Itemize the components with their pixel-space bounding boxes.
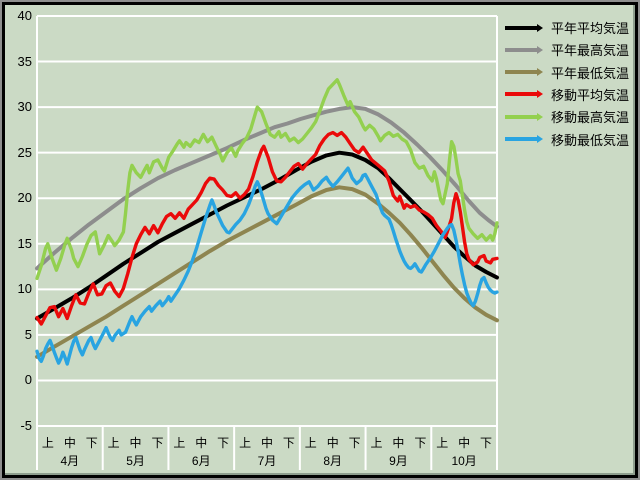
legend-label: 平年最低気温 bbox=[551, 65, 630, 81]
legend-item-moving-max: 移動最高気温 bbox=[505, 109, 630, 126]
legend-label: 移動最低気温 bbox=[551, 132, 630, 148]
x-third-label: 中 bbox=[326, 436, 339, 450]
x-third-label: 下 bbox=[414, 436, 427, 450]
x-month-label: 10月 bbox=[451, 454, 477, 468]
x-third-label: 上 bbox=[173, 436, 186, 450]
legend-arrow-icon bbox=[537, 45, 549, 54]
series-moving-min bbox=[35, 166, 499, 366]
x-month-label: 6月 bbox=[191, 454, 211, 468]
x-third-label: 中 bbox=[392, 436, 405, 450]
series-normal-max bbox=[35, 105, 499, 271]
y-tick-label: 35 bbox=[17, 53, 32, 69]
series-moving-max bbox=[35, 78, 499, 281]
x-third-label: 上 bbox=[304, 436, 317, 450]
y-tick-label: 10 bbox=[17, 281, 32, 297]
legend-line-sample bbox=[505, 137, 537, 141]
y-tick-label: 20 bbox=[17, 190, 32, 206]
legend-item-normal-avg: 平年平均気温 bbox=[505, 20, 630, 36]
legend-item-moving-avg: 移動平均気温 bbox=[505, 87, 630, 103]
legend-label: 平年最高気温 bbox=[551, 43, 630, 59]
legend-line-sample bbox=[505, 25, 537, 30]
x-third-label: 下 bbox=[85, 436, 98, 450]
x-third-label: 中 bbox=[260, 436, 273, 450]
x-third-label: 下 bbox=[282, 436, 295, 450]
y-tick-label: 25 bbox=[17, 144, 32, 160]
legend-label: 移動平均気温 bbox=[551, 87, 630, 103]
x-third-label: 上 bbox=[107, 436, 120, 450]
x-third-label: 上 bbox=[370, 436, 383, 450]
y-tick-label: 0 bbox=[24, 372, 32, 388]
legend-line-sample bbox=[505, 47, 537, 52]
legend-arrow-icon bbox=[537, 90, 549, 99]
legend-line-sample bbox=[505, 70, 537, 75]
x-third-label: 下 bbox=[348, 436, 361, 450]
legend-arrow-icon bbox=[537, 23, 549, 32]
x-third-label: 上 bbox=[41, 436, 54, 450]
series-moving-avg bbox=[35, 130, 499, 326]
x-third-label: 中 bbox=[63, 436, 76, 450]
y-tick-label: 5 bbox=[24, 326, 32, 342]
y-tick-label: -5 bbox=[20, 418, 32, 433]
legend-arrow-icon bbox=[537, 68, 549, 77]
y-tick-label: 30 bbox=[17, 99, 32, 115]
x-month-label: 8月 bbox=[323, 454, 343, 468]
x-third-label: 中 bbox=[129, 436, 142, 450]
x-month-label: 7月 bbox=[257, 454, 277, 468]
legend-arrow-icon bbox=[537, 112, 549, 121]
legend: 平年平均気温 平年最高気温 平年最低気温 移動平均気温 移動最高気温 移動最低気温 bbox=[505, 20, 637, 150]
x-month-label: 5月 bbox=[126, 454, 145, 468]
x-third-label: 上 bbox=[436, 436, 449, 450]
legend-item-normal-max: 平年最高気温 bbox=[505, 42, 630, 59]
legend-line-sample bbox=[505, 114, 537, 119]
x-third-label: 上 bbox=[239, 436, 252, 450]
y-tick-label: 40 bbox=[17, 8, 32, 23]
y-tick-label: 15 bbox=[17, 235, 32, 251]
x-third-label: 下 bbox=[480, 436, 493, 450]
series-normal-min bbox=[35, 185, 499, 359]
x-month-label: 4月 bbox=[60, 454, 80, 468]
x-third-label: 下 bbox=[217, 436, 230, 450]
legend-line-sample bbox=[505, 92, 537, 97]
legend-item-normal-min: 平年最低気温 bbox=[505, 65, 630, 81]
legend-label: 移動最高気温 bbox=[551, 110, 630, 126]
legend-item-moving-min: 移動最低気温 bbox=[505, 132, 630, 148]
x-third-label: 下 bbox=[151, 436, 164, 450]
x-third-label: 中 bbox=[458, 436, 471, 450]
legend-label: 平年平均気温 bbox=[551, 21, 630, 36]
x-month-label: 9月 bbox=[389, 454, 408, 468]
legend-arrow-icon bbox=[537, 135, 549, 143]
x-third-label: 中 bbox=[195, 436, 208, 450]
